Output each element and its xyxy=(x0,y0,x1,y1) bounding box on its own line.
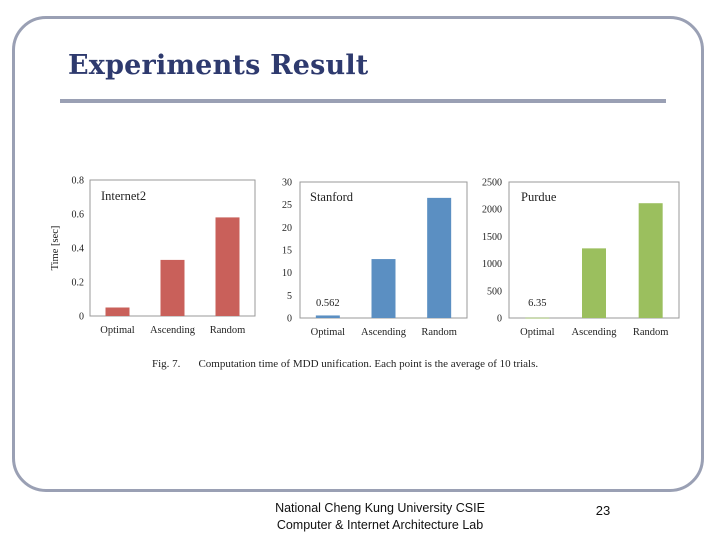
chart-1-ytick-label: 30 xyxy=(282,178,292,189)
chart-1-bar-ascending xyxy=(371,259,396,318)
chart-0-ylabel: Time [sec] xyxy=(50,226,61,271)
footer-line-2: Computer & Internet Architecture Lab xyxy=(276,518,484,532)
chart-2-bar-random xyxy=(638,203,663,318)
caption-fig-label: Fig. 7. xyxy=(152,358,181,370)
chart-0-category-label: Optimal xyxy=(100,325,134,336)
chart-1-title: Stanford xyxy=(310,190,354,204)
chart-2-ytick-label: 1000 xyxy=(482,259,502,270)
chart-0-bar-optimal xyxy=(105,307,130,316)
chart-2-category-label: Optimal xyxy=(520,327,554,338)
slide-title: Experiments Result xyxy=(68,50,369,81)
chart-1-ytick-label: 10 xyxy=(282,268,292,279)
footer: National Cheng Kung University CSIE Comp… xyxy=(240,500,520,534)
chart-0-bar-random xyxy=(215,217,240,316)
title-divider xyxy=(60,99,666,103)
chart-0-ytick-label: 0.4 xyxy=(72,244,85,255)
chart-0-ytick-label: 0 xyxy=(79,312,84,323)
chart-0-category-label: Random xyxy=(210,325,246,336)
chart-1-ytick-label: 0 xyxy=(287,314,292,325)
chart-2-category-label: Ascending xyxy=(572,327,618,338)
chart-1-category-label: Optimal xyxy=(311,327,345,338)
figure-caption: Fig. 7. Computation time of MDD unificati… xyxy=(152,358,538,370)
chart-1-ytick-label: 15 xyxy=(282,246,292,257)
chart-1-bar-random xyxy=(427,197,452,318)
chart-2-bar-ascending xyxy=(582,248,606,318)
chart-1-ytick-label: 5 xyxy=(287,291,292,302)
chart-2-ytick-label: 500 xyxy=(487,286,502,297)
chart-1-ytick-label: 25 xyxy=(282,200,292,211)
caption-text: Computation time of MDD unification. Eac… xyxy=(198,358,539,370)
chart-0-bar-ascending xyxy=(160,259,185,316)
chart-2-annotation: 6.35 xyxy=(528,298,546,309)
chart-0-title: Internet2 xyxy=(101,189,146,203)
chart-2-ytick-label: 1500 xyxy=(482,232,502,243)
chart-2-bar-optimal xyxy=(525,317,550,319)
chart-2-ytick-label: 0 xyxy=(497,314,502,325)
chart-1-bar-optimal xyxy=(315,315,340,318)
footer-line-1: National Cheng Kung University CSIE xyxy=(275,501,485,515)
chart-2-ytick-label: 2000 xyxy=(482,205,502,216)
chart-0-ytick-label: 0.2 xyxy=(72,278,85,289)
chart-1-annotation: 0.562 xyxy=(316,298,340,309)
chart-0-ytick-label: 0.8 xyxy=(72,176,85,187)
chart-2-title: Purdue xyxy=(521,190,557,204)
page-number: 23 xyxy=(595,503,611,518)
chart-0-category-label: Ascending xyxy=(150,325,196,336)
chart-0-ytick-label: 0.6 xyxy=(72,210,85,221)
chart-1-category-label: Random xyxy=(421,327,457,338)
chart-1-category-label: Ascending xyxy=(361,327,407,338)
chart-2-category-label: Random xyxy=(633,327,669,338)
chart-1-ytick-label: 20 xyxy=(282,223,292,234)
chart-2-ytick-label: 2500 xyxy=(482,178,502,189)
